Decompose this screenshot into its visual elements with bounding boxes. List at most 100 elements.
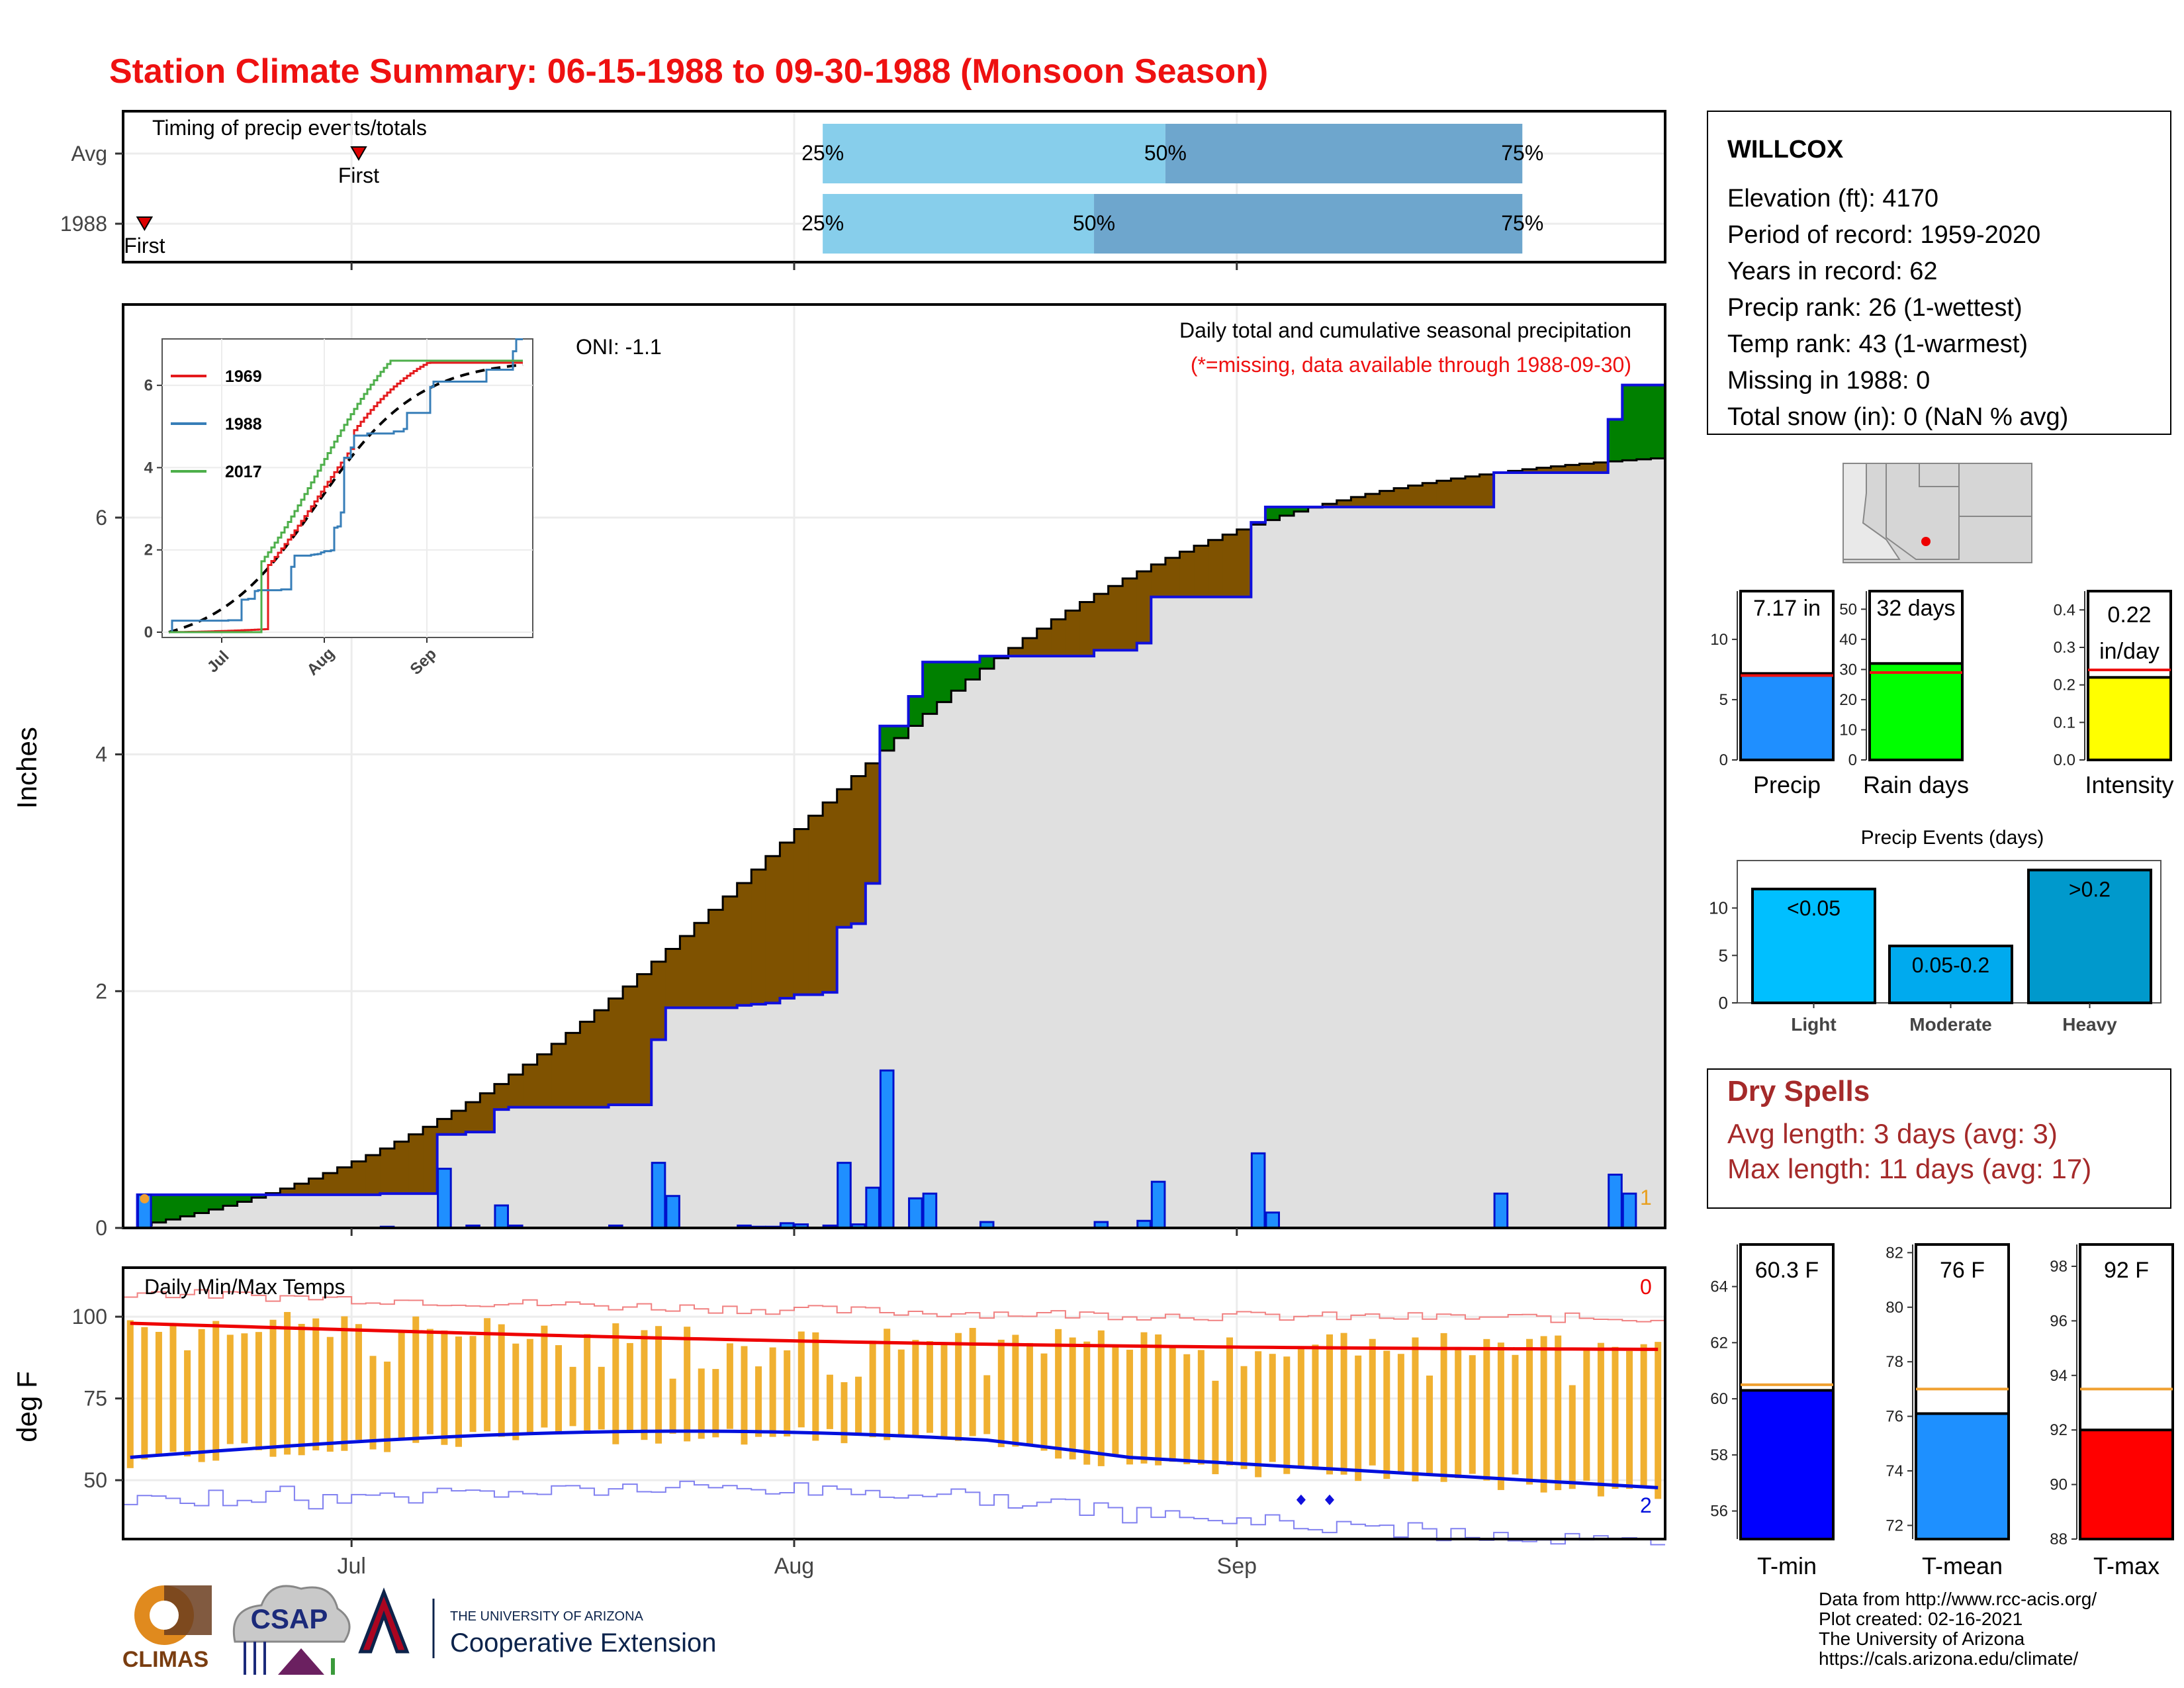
below-avg-segment [1436, 481, 1451, 507]
inset-y-tick-label: 6 [144, 377, 153, 395]
station-info-line: Elevation (ft): 4170 [1727, 185, 1938, 212]
daily-temp-range-bar [484, 1318, 491, 1432]
above-avg-segment [936, 662, 952, 702]
record-min-line [123, 1480, 1665, 1546]
below-avg-segment [423, 1127, 438, 1194]
above-avg-segment [923, 662, 938, 714]
daily-temp-range-bar [298, 1323, 305, 1456]
precip-subtitle: Daily total and cumulative seasonal prec… [1179, 318, 1631, 342]
below-avg-segment [1008, 647, 1023, 657]
tbox-category-label: T-min [1757, 1552, 1817, 1579]
daily-temp-range-bar [655, 1326, 662, 1444]
footer-line: Data from http://www.rcc-acis.org/ [1819, 1589, 2097, 1609]
below-avg-segment [1051, 619, 1066, 657]
temp-x-tick-label: Jul [337, 1554, 365, 1579]
daily-temp-range-bar [184, 1350, 191, 1457]
csap-logo-cactus-icon [331, 1658, 335, 1675]
daily-temp-range-bar [684, 1327, 691, 1442]
timing-50-75-bar [1165, 124, 1523, 183]
daily-temp-range-bar [983, 1375, 991, 1434]
daily-temp-range-bar [1383, 1350, 1390, 1479]
daily-temp-range-bar [1112, 1345, 1119, 1456]
daily-temp-range-bar [897, 1349, 905, 1436]
daily-temp-range-bar [441, 1330, 448, 1445]
daily-temp-range-bar [1312, 1344, 1319, 1469]
daily-temp-range-bar [884, 1329, 891, 1440]
daily-precip-bar [437, 1168, 452, 1229]
ua-small-text: THE UNIVERSITY OF ARIZONA [450, 1609, 644, 1624]
daily-temp-range-bar [498, 1324, 505, 1437]
below-avg-segment [1194, 545, 1209, 597]
precip-chart: 0 2 4 6 ONI: -1.1 Daily total and cumulativ… [11, 303, 1666, 1240]
daily-temp-range-bar [426, 1329, 433, 1434]
daily-precip-bar [1250, 1152, 1266, 1229]
below-avg-segment [1351, 496, 1366, 507]
above-avg-segment [194, 1194, 210, 1213]
summary-y-tick-label: 0.4 [2054, 601, 2075, 619]
cumulative-1988-line [123, 383, 1665, 1229]
daily-temp-range-bar [741, 1346, 748, 1445]
csap-logo-rain [244, 1642, 266, 1675]
below-avg-segment [1108, 586, 1123, 651]
above-avg-segment [880, 726, 895, 751]
inset-series-2017 [169, 359, 523, 633]
above-avg-segment [1608, 419, 1623, 461]
daily-temp-range-bar [212, 1321, 220, 1461]
daily-temp-range-bar [398, 1330, 405, 1440]
precip-event-category: Light [1791, 1014, 1836, 1035]
events-y-tick-label: 10 [1709, 898, 1728, 918]
daily-temp-range-bar [940, 1342, 948, 1438]
daily-temp-range-bar [1012, 1335, 1019, 1447]
inset-avg-line [168, 363, 523, 633]
tbox-y-tick-label: 90 [2050, 1476, 2068, 1494]
below-avg-segment [665, 949, 680, 1008]
below-avg-segment [1422, 483, 1437, 507]
record-low-marker [1296, 1494, 1306, 1505]
daily-temp-range-bar [255, 1332, 262, 1450]
below-avg-segment [365, 1154, 381, 1195]
timing-p75-label: 75% [1501, 141, 1543, 165]
daily-temp-range-bar [1540, 1336, 1547, 1493]
below-avg-segment [1551, 466, 1566, 473]
below-avg-segment [637, 974, 652, 1105]
footer-line: The University of Arizona [1819, 1628, 2025, 1649]
timing-title: Timing of precip events/totals [152, 116, 427, 140]
below-avg-segment [651, 961, 666, 1040]
below-avg-segment [1208, 539, 1223, 597]
above-avg-segment [1265, 506, 1281, 520]
precip-y-tick-label: 2 [95, 979, 107, 1003]
inset-y-tick-label: 0 [144, 624, 153, 641]
csap-logo-mountain-icon [278, 1648, 324, 1675]
daily-temp-range-bar [412, 1316, 420, 1443]
above-avg-segment [1294, 506, 1309, 512]
daily-temp-range-bar [1026, 1342, 1033, 1444]
inset-series-1988 [169, 338, 523, 633]
station-info-line: Temp rank: 43 (1-warmest) [1727, 330, 2028, 358]
summary-bars: 0 5 10 7.17 in Precip 0 10 20 30 40 50 32 days Rain … [1710, 590, 2174, 798]
above-avg-segment [908, 696, 923, 726]
precip-event-bar-label: >0.2 [2069, 877, 2111, 901]
summary-value-label-2: in/day [2099, 639, 2160, 664]
daily-precip-bar [1621, 1192, 1637, 1229]
daily-precip-bar [1265, 1211, 1280, 1229]
below-avg-segment [723, 896, 738, 1008]
daily-temp-range-bar [1455, 1349, 1462, 1478]
daily-precip-bar [922, 1192, 938, 1229]
daily-temp-range-bar [1212, 1380, 1219, 1475]
tbox-category-label: T-max [2093, 1552, 2160, 1579]
below-avg-segment [1451, 478, 1466, 507]
daily-temp-range-bar [512, 1343, 520, 1440]
record-low-marker [1325, 1494, 1335, 1505]
timing-first-label: First [124, 234, 165, 258]
tbox-y-tick-label: 74 [1886, 1462, 1903, 1480]
below-avg-segment [751, 869, 766, 1004]
below-avg-segment [1465, 476, 1480, 507]
below-avg-segment [1579, 463, 1594, 473]
daily-precip-bar [879, 1069, 895, 1229]
temp-x-tick-label: Sep [1217, 1554, 1257, 1579]
daily-temp-range-bar [169, 1323, 177, 1452]
below-avg-segment [394, 1141, 410, 1194]
daily-temp-range-bar [1040, 1353, 1048, 1451]
tbox-value-bar [1915, 1412, 2010, 1540]
